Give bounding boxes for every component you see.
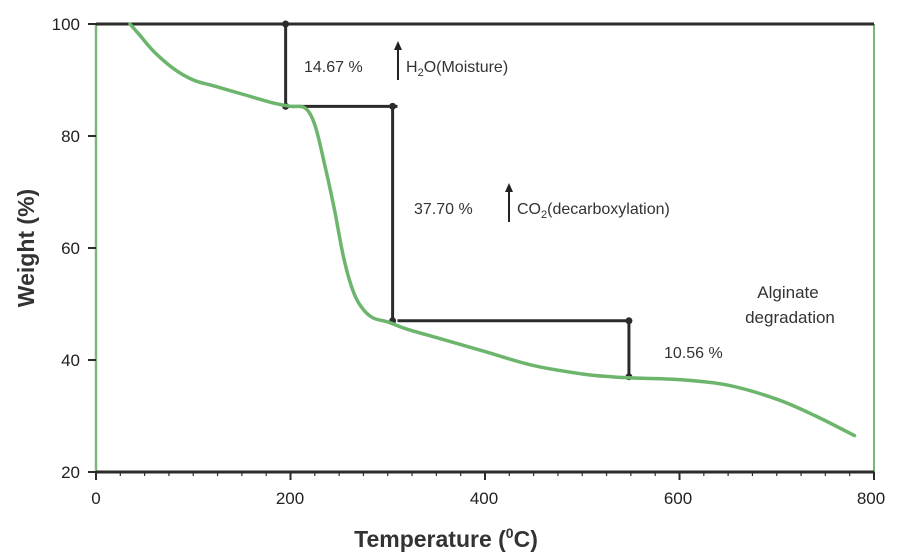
step1-species-a: H [406, 59, 418, 76]
tga-curve-0 [128, 22, 857, 438]
step1-percent-label: 14.67 % [304, 59, 363, 76]
y-tick-label-80: 80 [61, 127, 80, 146]
step2-species-b: (decarboxylation) [547, 201, 670, 218]
x-axis-title-sup: 0 [506, 525, 514, 541]
x-tick-label-600: 600 [664, 489, 692, 508]
step3-percent-label: 10.56 % [664, 345, 723, 362]
axis-ticks [88, 23, 875, 480]
step2-species-a: CO [517, 201, 541, 218]
y-axis-title: Weight (%) [13, 189, 39, 307]
step2-species-label: CO2(decarboxylation) [517, 201, 670, 221]
x-tick-label-800: 800 [857, 489, 885, 508]
x-axis-title-main: Temperature ( [354, 526, 506, 552]
step1-species-sub: 2 [418, 67, 424, 79]
step2-percent-label: 37.70 % [414, 201, 473, 218]
x-axis-title: Temperature (0C) [354, 525, 538, 552]
step1-up-arrow-icon [394, 41, 402, 80]
y-tick-label-100: 100 [52, 15, 80, 34]
step2-up-arrow-icon [505, 183, 513, 222]
x-tick-label-200: 200 [276, 489, 304, 508]
step3-label-line1: Alginate [757, 283, 818, 302]
step1-species-label: H2O(Moisture) [406, 59, 508, 79]
step3-label-line2: degradation [745, 308, 835, 327]
step-end-marker-2-top [282, 20, 290, 28]
y-tick-label-60: 60 [61, 239, 80, 258]
series-layer [128, 22, 857, 438]
x-tick-label-400: 400 [470, 489, 498, 508]
plot-frame [94, 22, 875, 474]
y-tick-label-40: 40 [61, 351, 80, 370]
y-tick-label-20: 20 [61, 463, 80, 482]
step2-species-sub: 2 [541, 209, 547, 221]
x-axis-title-end: C) [514, 526, 538, 552]
step-end-marker-3-top [389, 102, 397, 110]
step1-species-b: O(Moisture) [424, 59, 508, 76]
step-end-marker-4-top [625, 317, 633, 325]
x-tick-label-0: 0 [91, 489, 100, 508]
